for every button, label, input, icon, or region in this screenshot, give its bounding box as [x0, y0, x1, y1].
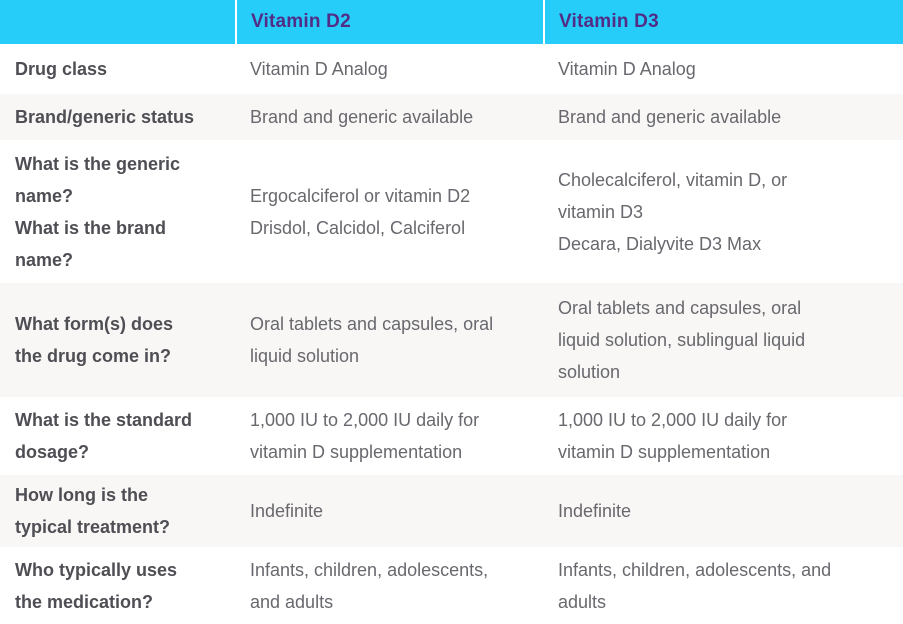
row-label: Drug class	[15, 59, 108, 79]
row-label: How long is the typical treatment?	[15, 485, 171, 537]
table-row-drug-forms: What form(s) does the drug come in? Oral…	[0, 283, 903, 397]
row-label: What is the standard dosage?	[15, 410, 193, 462]
row-label: What is the generic name? What is the br…	[15, 153, 181, 270]
vitamin-d2-cell: Oral tablets and capsules, oral liquid s…	[250, 314, 494, 366]
vitamin-d2-cell: Vitamin D Analog	[250, 59, 388, 79]
header-cell-empty	[0, 0, 237, 44]
header-cell-vitamin-d2: Vitamin D2	[237, 0, 545, 44]
table-row-typical-users: Who typically uses the medication? Infan…	[0, 547, 903, 624]
row-label: Brand/generic status	[15, 107, 195, 127]
table-row-standard-dosage: What is the standard dosage? 1,000 IU to…	[0, 397, 903, 475]
vitamin-d2-cell: 1,000 IU to 2,000 IU daily for vitamin D…	[250, 410, 480, 462]
table-row-brand-generic-status: Brand/generic status Brand and generic a…	[0, 94, 903, 140]
vitamin-d2-cell: Brand and generic available	[250, 107, 474, 127]
row-label: Who typically uses the medication?	[15, 559, 178, 612]
header-cell-vitamin-d3: Vitamin D3	[559, 11, 659, 32]
vitamin-d2-cell: Indefinite	[250, 501, 324, 521]
vitamin-d3-cell: Cholecalciferol, vitamin D, or vitamin D…	[558, 169, 788, 254]
vitamin-d3-cell: Brand and generic available	[558, 107, 782, 127]
vitamin-d3-cell: Indefinite	[558, 501, 632, 521]
vitamin-d2-cell: Ergocalciferol or vitamin D2 Drisdol, Ca…	[250, 185, 471, 238]
row-label: What form(s) does the drug come in?	[15, 314, 174, 366]
vitamin-d3-cell: Infants, children, adolescents, and adul…	[558, 559, 832, 612]
vitamin-d3-cell: Oral tablets and capsules, oral liquid s…	[558, 298, 806, 382]
vitamin-d3-cell: 1,000 IU to 2,000 IU daily for vitamin D…	[558, 410, 788, 462]
table-header-row: Vitamin D2 Vitamin D3	[0, 0, 903, 44]
vitamin-d2-cell: Infants, children, adolescents, and adul…	[250, 559, 489, 612]
table-row-treatment-length: How long is the typical treatment? Indef…	[0, 475, 903, 547]
table-row-generic-brand-name: What is the generic name? What is the br…	[0, 140, 903, 283]
table-row-drug-class: Drug class Vitamin D Analog Vitamin D An…	[0, 44, 903, 94]
vitamin-d3-cell: Vitamin D Analog	[558, 59, 696, 79]
